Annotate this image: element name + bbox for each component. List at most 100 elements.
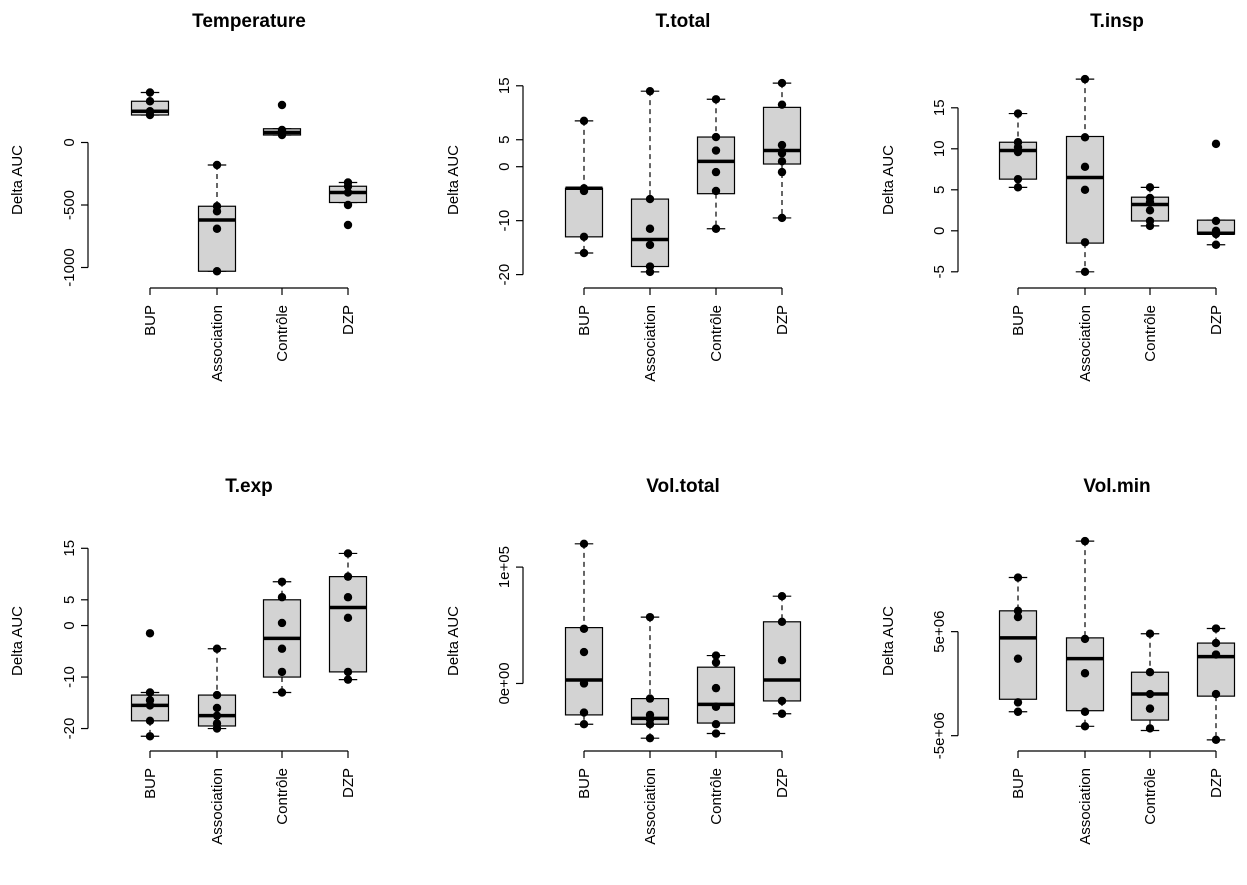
iqr-box <box>696 136 736 195</box>
data-point <box>777 213 787 223</box>
data-point <box>1211 689 1221 699</box>
x-tick-label: Contrôle <box>274 768 291 825</box>
y-tick-label: 5 <box>496 136 513 144</box>
box-bup <box>564 543 604 725</box>
y-tick-label: 0 <box>61 138 78 146</box>
data-point <box>1080 707 1090 716</box>
iqr-box <box>328 576 368 673</box>
y-tick-label: 15 <box>931 99 948 116</box>
x-tick-label: DZP <box>340 305 357 335</box>
x-tick-label: DZP <box>774 305 791 335</box>
data-point <box>777 696 787 706</box>
data-point <box>277 667 287 677</box>
y-axis-label: Delta AUC <box>445 606 462 676</box>
data-point <box>145 688 155 697</box>
data-point <box>711 146 721 155</box>
data-point <box>277 100 287 110</box>
data-point <box>711 651 721 660</box>
data-point <box>645 86 655 96</box>
data-point <box>711 683 721 693</box>
data-point <box>1013 109 1023 118</box>
data-point <box>343 572 353 581</box>
data-point <box>711 720 721 729</box>
x-tick-label: BUP <box>142 768 159 799</box>
data-point <box>145 88 155 97</box>
data-point <box>277 593 287 602</box>
x-tick-label: BUP <box>142 305 159 336</box>
data-point <box>579 232 589 242</box>
data-point <box>1013 573 1023 582</box>
data-point <box>145 110 155 120</box>
data-point <box>777 157 787 166</box>
y-tick-label: -1000 <box>61 248 78 286</box>
data-point <box>343 613 353 623</box>
data-point <box>343 593 353 602</box>
data-point <box>1080 74 1090 84</box>
y-tick-label: 0e+00 <box>496 662 513 704</box>
data-point <box>1145 197 1155 207</box>
data-point <box>1211 139 1221 149</box>
box-dzp <box>762 595 802 715</box>
box-bup <box>998 576 1038 713</box>
data-point <box>579 248 589 258</box>
data-point <box>1211 624 1221 633</box>
data-point <box>711 95 721 104</box>
data-point <box>212 703 222 713</box>
data-point <box>1080 634 1090 644</box>
data-point <box>1211 216 1221 226</box>
y-tick-label: -500 <box>61 190 78 220</box>
box-contrôle <box>696 98 736 230</box>
panel-6: Vol.min Delta AUC -5e+06 5e+06 BUP Associatio… <box>880 476 1236 845</box>
data-point <box>645 194 655 204</box>
data-point <box>343 549 353 558</box>
data-point <box>1080 722 1090 731</box>
iqr-box <box>197 205 237 272</box>
x-tick-label: BUP <box>576 768 593 799</box>
data-point <box>145 97 155 106</box>
data-point <box>277 618 287 628</box>
data-point <box>1145 689 1155 699</box>
panel-title: Vol.min <box>1083 476 1150 497</box>
y-tick-label: 0 <box>496 163 513 171</box>
x-tick-label: Association <box>642 305 659 382</box>
data-point <box>1080 267 1090 276</box>
data-point <box>711 658 721 667</box>
data-point <box>579 539 589 549</box>
panel-title: Temperature <box>192 11 306 32</box>
x-tick-label: Contrôle <box>274 305 291 362</box>
data-point <box>1080 133 1090 142</box>
panel-title: Vol.total <box>646 476 720 497</box>
data-point <box>343 667 353 677</box>
y-tick-label: -20 <box>61 718 78 740</box>
data-point <box>1013 707 1023 716</box>
data-point <box>777 709 787 718</box>
x-tick-label: Contrôle <box>1142 768 1159 825</box>
x-tick-label: DZP <box>774 768 791 798</box>
y-tick-label: 10 <box>931 140 948 157</box>
x-tick-label: Association <box>209 768 226 845</box>
data-point <box>777 78 787 88</box>
data-point <box>343 182 353 191</box>
data-point <box>579 708 589 717</box>
y-tick-label: 5e+06 <box>931 611 948 653</box>
data-point <box>277 688 287 697</box>
x-tick-label: BUP <box>1010 768 1027 799</box>
data-point <box>212 160 222 170</box>
data-point <box>777 167 787 177</box>
data-point <box>145 732 155 741</box>
data-point <box>777 140 787 150</box>
y-axis-label: Delta AUC <box>445 145 462 215</box>
data-point <box>777 617 787 626</box>
data-point <box>711 702 721 711</box>
data-point <box>645 612 655 622</box>
data-point <box>145 716 155 726</box>
data-point <box>1145 724 1155 733</box>
x-tick-label: Association <box>642 768 659 845</box>
data-point <box>1145 629 1155 638</box>
panel-5: Vol.total Delta AUC 0e+00 1e+05 BUP Associati… <box>445 476 802 845</box>
y-tick-label: 5 <box>931 186 948 194</box>
data-point <box>579 720 589 729</box>
x-tick-label: Association <box>209 305 226 382</box>
y-tick-label: 15 <box>61 540 78 557</box>
data-point <box>212 267 222 276</box>
